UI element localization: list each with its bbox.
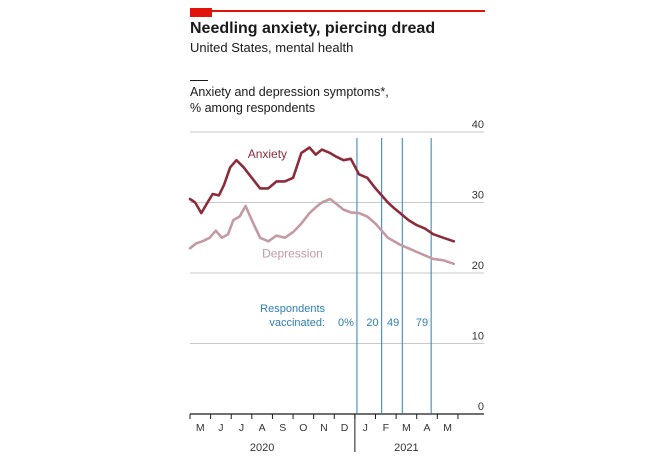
vaccination-marker-label-0: 0%	[338, 317, 354, 329]
vaccination-marker-label-2: 49	[387, 317, 399, 329]
accent-bar	[190, 8, 212, 17]
x-tick-label-6: N	[320, 422, 328, 434]
x-tick-label-2: J	[239, 422, 244, 434]
x-tick-label-0: M	[196, 422, 205, 434]
y-axis-caption-line-1: Anxiety and depression symptoms*,	[190, 85, 389, 99]
year-label-2020: 2020	[250, 442, 274, 454]
vaccination-marker-label-3: 79	[416, 317, 428, 329]
y-axis-caption: Anxiety and depression symptoms*, % amon…	[190, 84, 389, 116]
vaccinated-annotation-line-2: vaccinated:	[269, 317, 325, 329]
vaccination-marker-label-1: 20	[366, 317, 378, 329]
y-tick-label-30: 30	[472, 190, 484, 202]
x-tick-label-4: S	[279, 422, 286, 434]
chart-title: Needling anxiety, piercing dread	[190, 20, 436, 37]
x-tick-label-3: A	[259, 422, 266, 434]
y-tick-label-0: 0	[478, 401, 484, 413]
y-tick-label-10: 10	[472, 331, 484, 343]
series-label-depression: Depression	[262, 246, 323, 260]
y-axis-caption-line-2: % among respondents	[190, 101, 316, 115]
x-tick-label-5: O	[299, 422, 307, 434]
x-tick-label-9: F	[383, 422, 389, 434]
accent-rule	[212, 10, 485, 12]
y-tick-label-40: 40	[472, 119, 484, 131]
series-label-anxiety: Anxiety	[248, 147, 287, 161]
year-label-2021: 2021	[394, 442, 418, 454]
x-tick-label-11: A	[424, 422, 431, 434]
series-line-depression	[188, 197, 456, 266]
x-tick-label-12: M	[443, 422, 452, 434]
x-tick-label-7: D	[341, 422, 349, 434]
x-tick-label-1: J	[218, 422, 223, 434]
series-line-anxiety	[188, 146, 456, 243]
legend-marker-rule	[190, 80, 208, 81]
x-tick-label-8: J	[363, 422, 368, 434]
vaccinated-annotation-line-1: Respondents	[260, 303, 325, 315]
chart-subtitle: United States, mental health	[190, 40, 354, 55]
y-tick-label-20: 20	[472, 260, 484, 272]
x-tick-label-10: M	[402, 422, 411, 434]
